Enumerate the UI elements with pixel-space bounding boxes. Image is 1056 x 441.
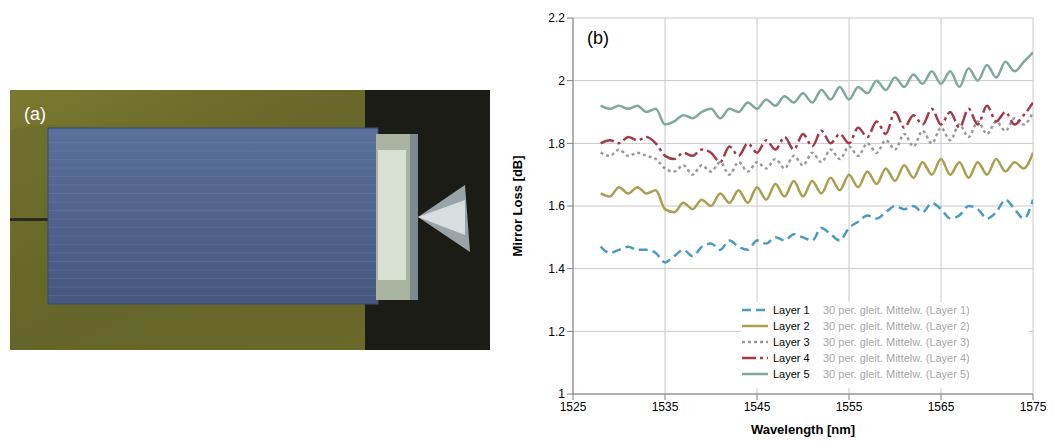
html-text:30 per. gleit. Mittelw. (Layer: 30 per. gleit. Mittelw. (Layer 2) xyxy=(823,320,970,332)
svg-text:1555: 1555 xyxy=(836,400,863,414)
html-text:Layer 3: Layer 3 xyxy=(773,336,810,348)
svg-text:1.2: 1.2 xyxy=(548,325,565,339)
html-text:30 per. gleit. Mittelw. (Layer: 30 per. gleit. Mittelw. (Layer 5) xyxy=(823,368,970,380)
svg-text:1: 1 xyxy=(558,387,565,401)
svg-text:1575: 1575 xyxy=(1020,400,1047,414)
svg-text:2.2: 2.2 xyxy=(548,11,565,25)
svg-text:Mirror Loss [dB]: Mirror Loss [dB] xyxy=(510,155,525,256)
svg-text:1.4: 1.4 xyxy=(548,262,565,276)
html-text:30 per. gleit. Mittelw. (Layer: 30 per. gleit. Mittelw. (Layer 4) xyxy=(823,352,970,364)
html-text:Layer 2: Layer 2 xyxy=(773,320,810,332)
svg-text:1565: 1565 xyxy=(928,400,955,414)
html-text:Layer 1: Layer 1 xyxy=(773,304,810,316)
svg-text:1535: 1535 xyxy=(652,400,679,414)
html-text:(b): (b) xyxy=(587,28,609,48)
html-text:30 per. gleit. Mittelw. (Layer: 30 per. gleit. Mittelw. (Layer 1) xyxy=(823,304,970,316)
svg-text:1525: 1525 xyxy=(560,400,587,414)
svg-text:1545: 1545 xyxy=(744,400,771,414)
svg-text:1.6: 1.6 xyxy=(548,199,565,213)
svg-text:(a): (a) xyxy=(24,104,46,124)
svg-text:2: 2 xyxy=(558,74,565,88)
svg-text:Wavelength [nm]: Wavelength [nm] xyxy=(751,422,855,437)
html-text:30 per. gleit. Mittelw. (Layer: 30 per. gleit. Mittelw. (Layer 3) xyxy=(823,336,970,348)
svg-text:1.8: 1.8 xyxy=(548,137,565,151)
html-text:Layer 5: Layer 5 xyxy=(773,368,810,380)
html-text:Layer 4: Layer 4 xyxy=(773,352,810,364)
